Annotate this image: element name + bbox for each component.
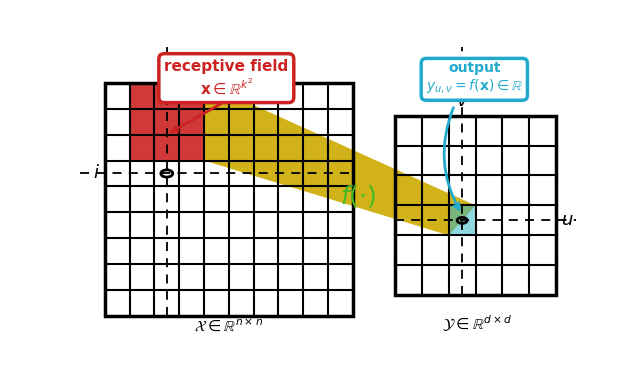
Text: $\mathcal{X} \in \mathbb{R}^{n\times n}$: $\mathcal{X} \in \mathbb{R}^{n\times n}$ xyxy=(195,317,263,334)
Bar xyxy=(129,82,204,161)
Text: output
$y_{u,v}=f(\mathbf{x}) \in \mathbb{R}$: output $y_{u,v}=f(\mathbf{x}) \in \mathb… xyxy=(426,61,523,95)
Text: $j$: $j$ xyxy=(163,54,172,77)
Bar xyxy=(105,82,353,316)
Bar xyxy=(449,205,476,235)
Text: $v$: $v$ xyxy=(456,91,468,110)
Text: $\mathcal{Y} \in \mathbb{R}^{d\times d}$: $\mathcal{Y} \in \mathbb{R}^{d\times d}$ xyxy=(442,314,512,334)
Polygon shape xyxy=(204,82,476,235)
Text: $u$: $u$ xyxy=(561,211,573,230)
Text: $i$: $i$ xyxy=(93,165,100,182)
Text: receptive field
$\mathbf{x} \in \mathbb{R}^{k^2}$: receptive field $\mathbf{x} \in \mathbb{… xyxy=(164,59,289,97)
Bar xyxy=(395,116,556,295)
Text: $f(\cdot)$: $f(\cdot)$ xyxy=(340,184,376,209)
